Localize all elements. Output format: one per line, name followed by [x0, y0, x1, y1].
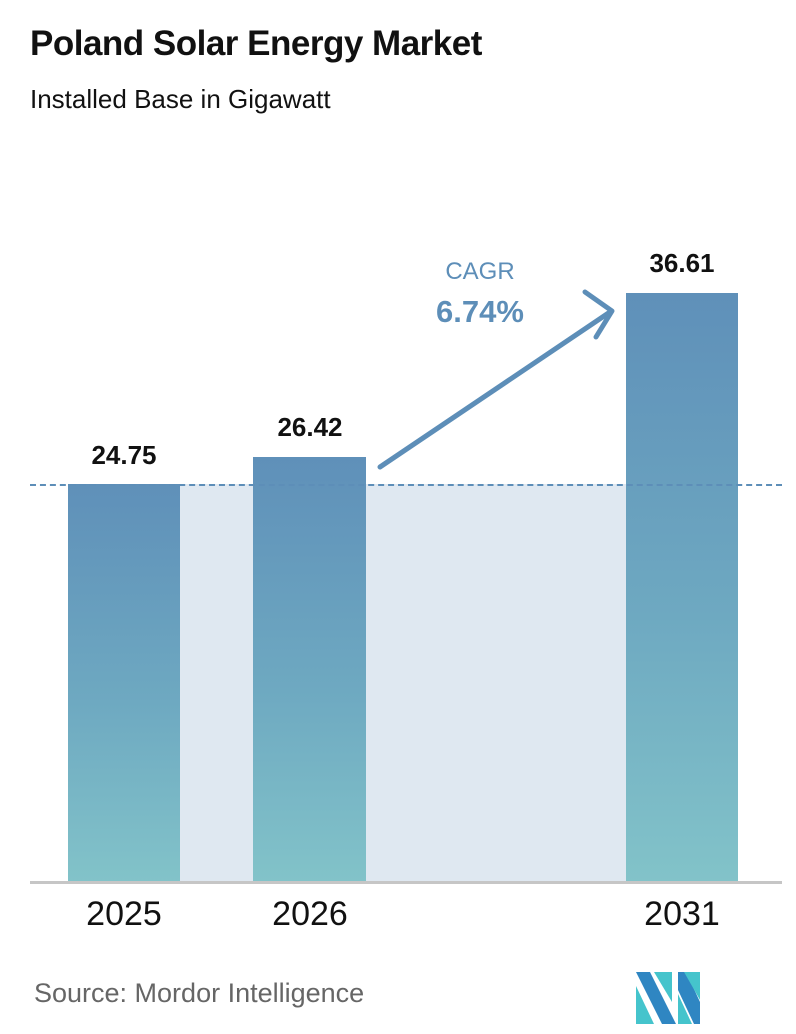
- x-label-2025: 2025: [86, 895, 162, 933]
- source-text: Source: Mordor Intelligence: [34, 978, 365, 1008]
- x-axis-baseline: [30, 881, 782, 884]
- growth-band: [180, 484, 626, 882]
- cagr-value: 6.74%: [436, 294, 524, 329]
- mordor-intelligence-logo-icon: [636, 972, 700, 1024]
- bar-2025: [68, 484, 180, 882]
- value-label-2025: 24.75: [91, 440, 157, 470]
- x-label-2026: 2026: [272, 895, 348, 933]
- chart-title: Poland Solar Energy Market: [30, 24, 482, 63]
- cagr-label: CAGR: [445, 258, 515, 285]
- reference-dashed-line: [30, 484, 782, 486]
- value-label-2031: 36.61: [649, 248, 715, 278]
- x-label-2031: 2031: [644, 895, 720, 933]
- chart-subtitle: Installed Base in Gigawatt: [30, 84, 331, 114]
- value-label-2026: 26.42: [277, 412, 343, 442]
- bar-2031: [626, 293, 738, 882]
- bar-2026: [253, 457, 366, 882]
